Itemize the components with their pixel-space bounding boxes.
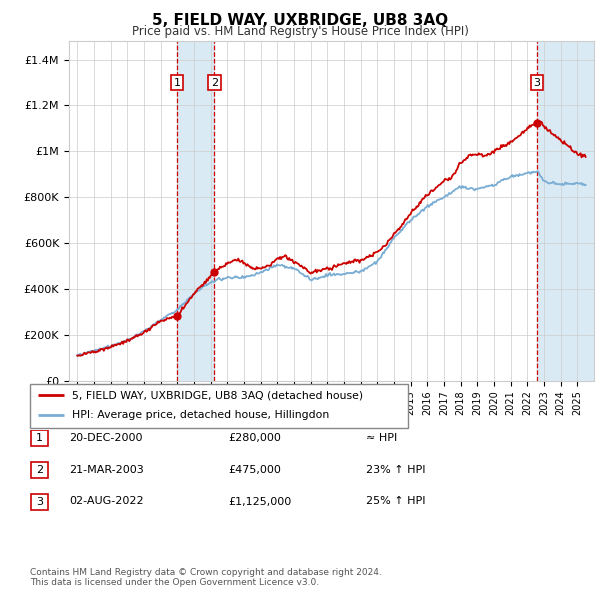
Text: HPI: Average price, detached house, Hillingdon: HPI: Average price, detached house, Hill… <box>71 411 329 420</box>
Text: Contains HM Land Registry data © Crown copyright and database right 2024.
This d: Contains HM Land Registry data © Crown c… <box>30 568 382 587</box>
Text: 1: 1 <box>173 77 181 87</box>
Text: 25% ↑ HPI: 25% ↑ HPI <box>366 497 425 506</box>
FancyBboxPatch shape <box>31 463 48 478</box>
Text: £280,000: £280,000 <box>228 433 281 442</box>
Text: 23% ↑ HPI: 23% ↑ HPI <box>366 465 425 474</box>
Text: £1,125,000: £1,125,000 <box>228 497 291 506</box>
Text: 5, FIELD WAY, UXBRIDGE, UB8 3AQ (detached house): 5, FIELD WAY, UXBRIDGE, UB8 3AQ (detache… <box>71 391 363 401</box>
Text: 5, FIELD WAY, UXBRIDGE, UB8 3AQ: 5, FIELD WAY, UXBRIDGE, UB8 3AQ <box>152 13 448 28</box>
Bar <box>537 41 594 381</box>
Text: ≈ HPI: ≈ HPI <box>366 433 397 442</box>
Text: 3: 3 <box>36 497 43 507</box>
FancyBboxPatch shape <box>31 494 48 510</box>
Bar <box>177 41 214 381</box>
FancyBboxPatch shape <box>30 384 408 428</box>
Text: £475,000: £475,000 <box>228 465 281 474</box>
Text: 3: 3 <box>533 77 541 87</box>
Text: 21-MAR-2003: 21-MAR-2003 <box>69 465 144 474</box>
Text: 2: 2 <box>211 77 218 87</box>
Text: 1: 1 <box>36 434 43 443</box>
Text: 2: 2 <box>36 466 43 475</box>
Text: Price paid vs. HM Land Registry's House Price Index (HPI): Price paid vs. HM Land Registry's House … <box>131 25 469 38</box>
Text: 02-AUG-2022: 02-AUG-2022 <box>69 497 143 506</box>
Text: 20-DEC-2000: 20-DEC-2000 <box>69 433 143 442</box>
FancyBboxPatch shape <box>31 431 48 447</box>
